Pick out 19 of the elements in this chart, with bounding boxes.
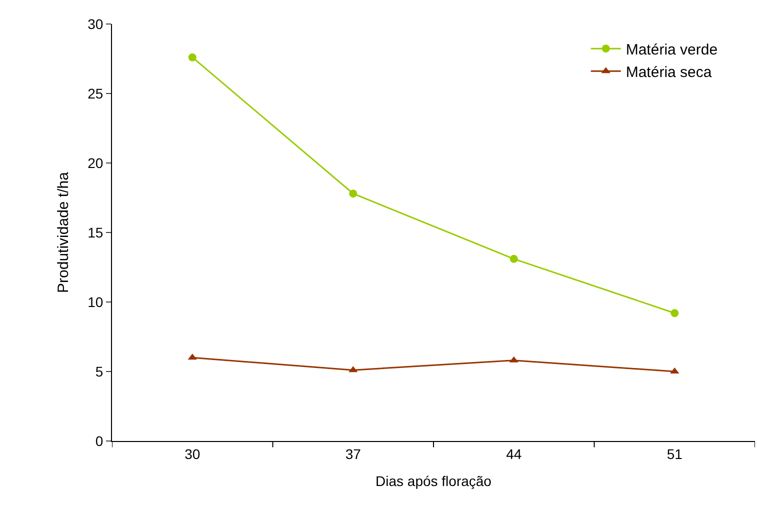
y-tick-label: 25 [88, 85, 104, 102]
x-tick-label: 37 [345, 446, 362, 462]
y-tick-label: 10 [88, 294, 104, 310]
x-axis-title: Dias após floração [376, 473, 492, 490]
point [349, 190, 358, 198]
point [670, 309, 679, 318]
y-tick-label: 30 [88, 16, 104, 32]
legend-label: Matéria seca [626, 64, 712, 81]
y-tick-label: 15 [88, 224, 104, 240]
legend-label: Matéria verde [626, 41, 718, 58]
y-tick-label: 5 [95, 363, 104, 380]
y-tick-label: 20 [88, 154, 104, 171]
x-tick-label: 44 [506, 446, 522, 462]
y-tick-label: 0 [95, 432, 104, 449]
x-tick-label: 51 [666, 446, 683, 462]
x-tick-label: 30 [184, 446, 200, 462]
y-axis-title: Produtividade t/ha [54, 171, 72, 293]
point [510, 254, 518, 263]
point [188, 53, 196, 62]
